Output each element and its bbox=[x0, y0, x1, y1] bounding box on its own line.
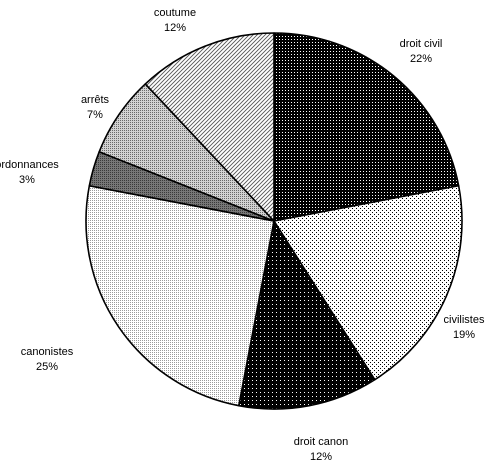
slice-percent-label: 3% bbox=[19, 174, 35, 186]
slice-label: civilistes 19% bbox=[444, 314, 485, 341]
pie-slice-canonistes bbox=[85, 184, 275, 407]
slice-labels: droit civil 22% civilistes 19% droit canon 12… bbox=[0, 7, 485, 463]
slice-label: droit canon 12% bbox=[294, 436, 348, 463]
slice-category-label: coutume bbox=[154, 7, 196, 19]
slice-label: arrêts 7% bbox=[81, 94, 110, 121]
slice-percent-label: 22% bbox=[410, 53, 432, 65]
slice-percent-label: 7% bbox=[87, 109, 103, 121]
slice-label: ordonnances 3% bbox=[0, 159, 59, 186]
pie-slices bbox=[85, 32, 463, 410]
slice-percent-label: 12% bbox=[310, 451, 332, 463]
pie-slice-droit-canon bbox=[237, 220, 376, 410]
pie-slice-civilistes bbox=[273, 184, 463, 381]
slice-label: coutume 12% bbox=[154, 7, 196, 34]
slice-category-label: droit civil bbox=[400, 38, 443, 50]
slice-category-label: arrêts bbox=[81, 94, 110, 106]
pie-slice-droit-civil bbox=[273, 32, 460, 222]
slice-percent-label: 19% bbox=[453, 329, 475, 341]
slice-category-label: droit canon bbox=[294, 436, 348, 448]
slice-percent-label: 12% bbox=[164, 22, 186, 34]
pie-slice-coutume bbox=[144, 32, 275, 222]
slice-percent-label: 25% bbox=[36, 361, 58, 373]
slice-label: canonistes 25% bbox=[21, 346, 74, 373]
slice-category-label: ordonnances bbox=[0, 159, 59, 171]
slice-label: droit civil 22% bbox=[400, 38, 443, 65]
slice-category-label: canonistes bbox=[21, 346, 74, 358]
slice-category-label: civilistes bbox=[444, 314, 485, 326]
